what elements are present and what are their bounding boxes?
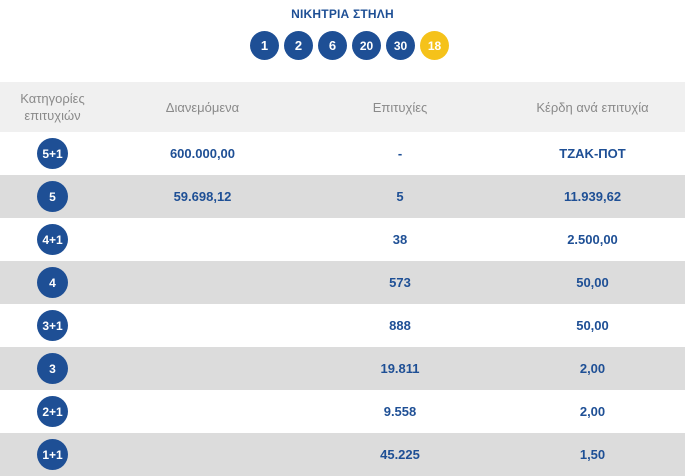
category-cell: 3 (0, 347, 105, 390)
header-distributed: Διανεμόμενα (165, 99, 240, 115)
prize-cell: ΤΖΑΚ-ΠΟΤ (559, 146, 626, 161)
prize-cell: 11.939,62 (563, 189, 622, 204)
table-body: 5+1 600.000,00 - ΤΖΑΚ-ΠΟΤ 5 59.698,12 5 11.939,… (0, 132, 685, 476)
category-badge: 5 (37, 181, 68, 212)
category-cell: 2+1 (0, 390, 105, 433)
header-prize: Κέρδη ανά επιτυχία (536, 99, 649, 115)
category-badge: 4 (37, 267, 68, 298)
category-cell: 4+1 (0, 218, 105, 261)
category-badge: 5+1 (37, 138, 68, 169)
number-ball: 6 (318, 31, 347, 60)
winning-numbers: 1 2 6 20 30 18 (250, 31, 449, 60)
winners-cell: 5 (396, 189, 404, 204)
winners-cell: 9.558 (383, 404, 417, 419)
distributed-cell (105, 433, 300, 476)
prize-cell: 50,00 (576, 318, 609, 333)
category-cell: 4 (0, 261, 105, 304)
winners-cell: - (397, 146, 403, 161)
winners-cell: 19.811 (380, 361, 420, 376)
header-categories-line2: επιτυχιών (24, 108, 81, 123)
table-row: 1+1 45.225 1,50 (0, 433, 685, 476)
distributed-cell (105, 218, 300, 261)
header-categories: Κατηγορίες επιτυχιών (0, 82, 105, 132)
prize-cell: 2.500,00 (567, 232, 618, 247)
category-cell: 1+1 (0, 433, 105, 476)
header-categories-line1: Κατηγορίες (20, 91, 85, 106)
winners-cell: 45.225 (380, 447, 420, 462)
category-badge: 2+1 (37, 396, 68, 427)
distributed-cell (105, 304, 300, 347)
number-ball: 30 (386, 31, 415, 60)
prize-cell: 1,50 (579, 447, 606, 462)
distributed-cell: 59.698,12 (173, 189, 232, 204)
prize-cell: 2,00 (579, 404, 606, 419)
table-row: 2+1 9.558 2,00 (0, 390, 685, 433)
table-row: 3 19.811 2,00 (0, 347, 685, 390)
category-badge: 3+1 (37, 310, 68, 341)
category-cell: 5 (0, 175, 105, 218)
table-header: Κατηγορίες επιτυχιών Διανεμόμενα Επιτυχί… (0, 82, 685, 132)
table-row: 5 59.698,12 5 11.939,62 (0, 175, 685, 218)
distributed-cell (105, 390, 300, 433)
table-row: 5+1 600.000,00 - ΤΖΑΚ-ΠΟΤ (0, 132, 685, 175)
prize-cell: 50,00 (576, 275, 609, 290)
table-row: 3+1 888 50,00 (0, 304, 685, 347)
winners-cell: 38 (392, 232, 408, 247)
distributed-cell (105, 347, 300, 390)
winning-column-section: ΝΙΚΗΤΡΙΑ ΣΤΗΛΗ 1 2 6 20 30 18 (0, 0, 685, 82)
distributed-cell (105, 261, 300, 304)
distributed-cell: 600.000,00 (169, 146, 236, 161)
number-ball: 1 (250, 31, 279, 60)
number-ball: 2 (284, 31, 313, 60)
category-cell: 5+1 (0, 132, 105, 175)
category-badge: 3 (37, 353, 68, 384)
prize-cell: 2,00 (579, 361, 606, 376)
table-row: 4 573 50,00 (0, 261, 685, 304)
number-ball: 20 (352, 31, 381, 60)
category-badge: 1+1 (37, 439, 68, 470)
header-winners: Επιτυχίες (372, 99, 428, 115)
winning-column-title: ΝΙΚΗΤΡΙΑ ΣΤΗΛΗ (291, 7, 394, 21)
category-cell: 3+1 (0, 304, 105, 347)
prize-table: Κατηγορίες επιτυχιών Διανεμόμενα Επιτυχί… (0, 82, 685, 476)
table-row: 4+1 38 2.500,00 (0, 218, 685, 261)
winners-cell: 888 (389, 318, 411, 333)
winners-cell: 573 (389, 275, 411, 290)
joker-ball: 18 (420, 31, 449, 60)
category-badge: 4+1 (37, 224, 68, 255)
